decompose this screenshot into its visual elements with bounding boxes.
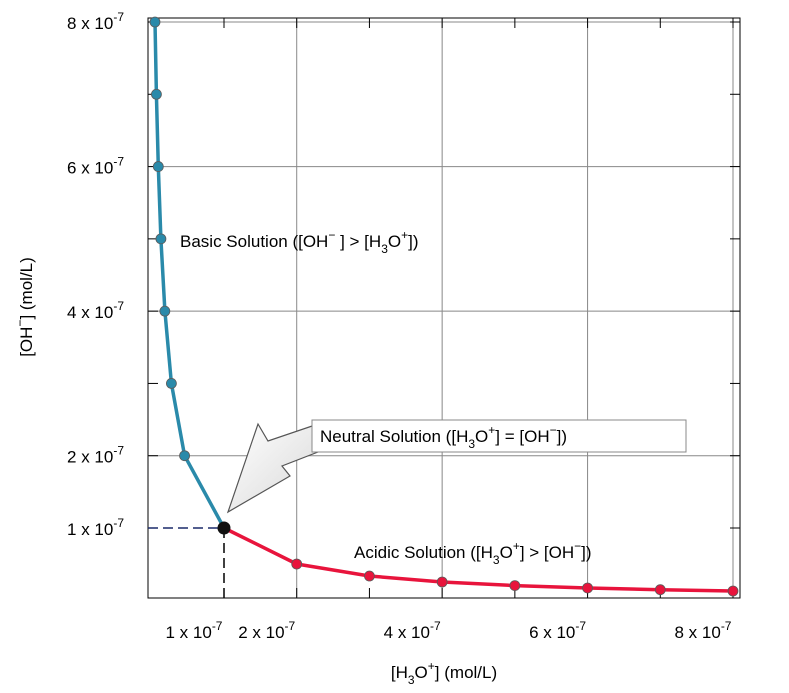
- y-tick-label-4-mantissa: 8 x 10: [67, 14, 113, 33]
- x-axis-label-3: ] (mol/L): [435, 663, 497, 682]
- x-tick-label-4-mantissa: 8 x 10: [675, 623, 721, 642]
- x-tick-label-0-mantissa: 1 x 10: [166, 623, 212, 642]
- neutral-sup-1: +: [488, 423, 495, 437]
- basic-text-3: O: [388, 232, 401, 251]
- data-point-s1-6: [654, 584, 666, 596]
- x-axis-label-sup: +: [428, 659, 435, 673]
- y-tick-label-3-mantissa: 6 x 10: [67, 159, 113, 178]
- basic-annotation: Basic Solution ([OH− ] > [H3O+]): [180, 228, 419, 256]
- data-point-s1-7: [727, 585, 739, 597]
- basic-sup-2: +: [401, 228, 408, 242]
- y-tick-label-0: 1 x 10-7: [67, 516, 124, 539]
- y-tick-label-3: 6 x 10-7: [67, 155, 124, 178]
- data-point-s0-5: [166, 378, 177, 389]
- x-axis-label-2: O: [415, 663, 428, 682]
- data-point-s1-3: [436, 576, 448, 588]
- x-tick-label-3: 6 x 10-7: [529, 619, 586, 642]
- x-tick-label-2-mantissa: 4 x 10: [384, 623, 430, 642]
- y-axis-label-2: ] (mol/L): [17, 257, 36, 319]
- y-tick-labels: 1 x 10-72 x 10-74 x 10-76 x 10-78 x 10-7: [67, 10, 124, 539]
- acidic-text-1: Acidic Solution ([H: [354, 543, 493, 562]
- neutral-text-4: ]): [557, 427, 567, 446]
- x-axis-label-sub: 3: [408, 673, 415, 687]
- neutral-annotation: Neutral Solution ([H3O+] = [OH−]): [320, 423, 567, 451]
- data-points: [149, 16, 739, 597]
- x-axis-label: [H3O+] (mol/L): [391, 659, 497, 687]
- y-tick-label-0-mantissa: 1 x 10: [67, 520, 113, 539]
- y-axis-label: [OH−] (mol/L): [13, 257, 36, 357]
- y-axis-label-1: [OH: [17, 327, 36, 357]
- acidic-annotation: Acidic Solution ([H3O+] > [OH−]): [354, 539, 592, 567]
- neutral-label-box: [311, 419, 687, 453]
- data-point-s0-0: [149, 16, 161, 28]
- y-axis-label-sup: −: [13, 320, 27, 327]
- basic-sub-1: 3: [381, 242, 388, 256]
- neutral-guides: [148, 527, 225, 598]
- y-tick-label-1-mantissa: 2 x 10: [67, 448, 113, 467]
- y-tick-label-4: 8 x 10-7: [67, 10, 124, 33]
- basic-text-4: ]): [408, 232, 418, 251]
- y-tick-label-1: 2 x 10-7: [67, 444, 124, 467]
- data-point-s1-1: [291, 558, 303, 570]
- x-tick-label-2: 4 x 10-7: [384, 619, 441, 642]
- x-axis-label-1: [H: [391, 663, 408, 682]
- plot-area: [147, 17, 741, 599]
- y-tick-label-0-exponent: -7: [113, 516, 124, 530]
- x-tick-label-1-exponent: -7: [285, 619, 296, 633]
- x-tick-label-3-exponent: -7: [575, 619, 586, 633]
- x-tick-label-1-mantissa: 2 x 10: [238, 623, 284, 642]
- basic-text-1: Basic Solution ([OH: [180, 232, 328, 251]
- acidic-sup-2: −: [574, 539, 581, 553]
- y-tick-label-3-exponent: -7: [113, 155, 124, 169]
- series-line-1: [223, 526, 734, 593]
- x-tick-label-1: 2 x 10-7: [238, 619, 295, 642]
- neutral-point: [217, 521, 231, 535]
- neutral-sup-2: −: [550, 423, 557, 437]
- data-point-s0-4: [159, 305, 171, 317]
- y-tick-label-1-exponent: -7: [113, 444, 124, 458]
- y-tick-label-2: 4 x 10-7: [67, 299, 124, 322]
- x-tick-label-2-exponent: -7: [430, 619, 441, 633]
- series-line-0: [153, 21, 226, 529]
- data-point-s0-3: [155, 233, 167, 245]
- x-tick-label-0-exponent: -7: [212, 619, 223, 633]
- data-point-s0-6: [179, 450, 190, 462]
- data-point-s0-2: [152, 161, 164, 172]
- y-tick-label-2-mantissa: 4 x 10: [67, 303, 113, 322]
- data-point-s1-5: [582, 582, 593, 594]
- acidic-sub-1: 3: [493, 553, 500, 567]
- curves: [153, 21, 734, 593]
- x-tick-label-4-exponent: -7: [721, 619, 732, 633]
- acidic-text-4: ]): [581, 543, 591, 562]
- basic-sup-1: −: [328, 228, 335, 242]
- neutral-text-3: ] = [OH: [495, 427, 549, 446]
- data-point-s1-4: [509, 580, 521, 591]
- x-tick-labels: 1 x 10-7 2 x 10-7 4 x 10-7 6 x 10-7 8 x 10-7: [166, 619, 732, 642]
- neutral-sub-1: 3: [468, 437, 475, 451]
- acidic-text-2: O: [500, 543, 513, 562]
- data-point-s0-1: [151, 88, 162, 100]
- acidic-text-3: ] > [OH: [520, 543, 574, 562]
- x-tick-label-4: 8 x 10-7: [675, 619, 732, 642]
- neutral-text-2: O: [475, 427, 488, 446]
- acidic-sup-1: +: [513, 539, 520, 553]
- basic-text-2: ] > [H: [335, 232, 381, 251]
- x-tick-label-3-mantissa: 6 x 10: [529, 623, 575, 642]
- y-tick-label-2-exponent: -7: [113, 299, 124, 313]
- data-point-s1-2: [364, 570, 375, 582]
- y-tick-label-4-exponent: -7: [113, 10, 124, 24]
- x-tick-label-0: 1 x 10-7: [166, 619, 223, 642]
- neutral-text-1: Neutral Solution ([H: [320, 427, 468, 446]
